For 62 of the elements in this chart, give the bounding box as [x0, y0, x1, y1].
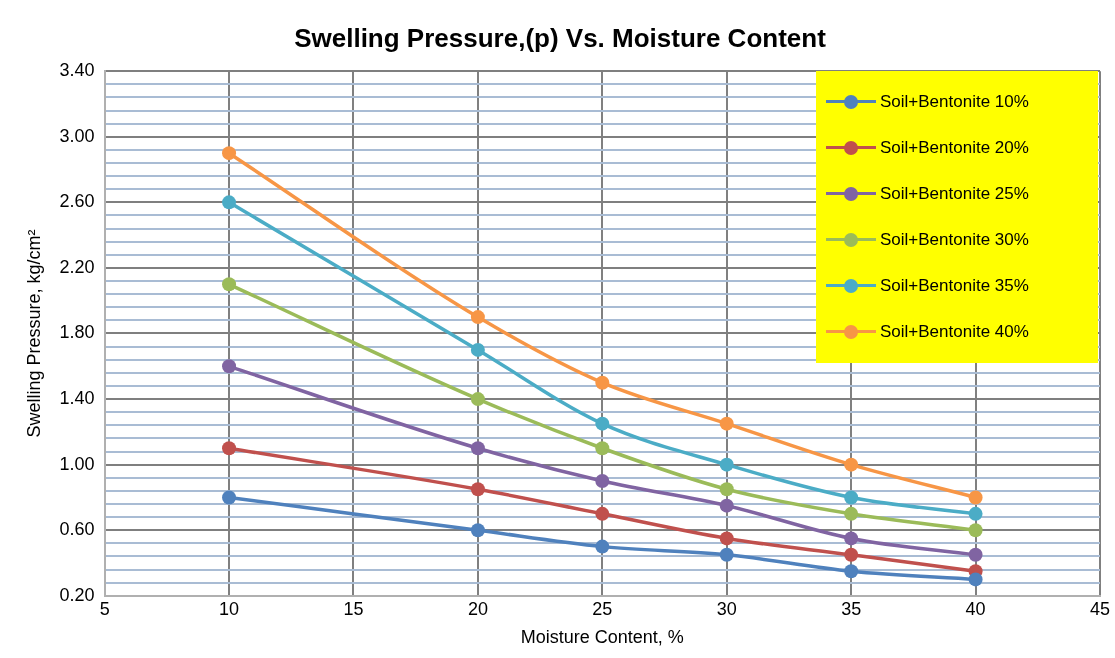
point: [595, 441, 610, 456]
y-axis-title: Swelling Pressure, kg/cm²: [23, 229, 44, 438]
point: [719, 416, 734, 431]
y-tick-label: 0.60: [59, 519, 95, 540]
x-tick-label: 20: [467, 598, 488, 619]
point: [844, 531, 859, 546]
point: [595, 474, 610, 489]
point: [968, 490, 983, 505]
point: [719, 498, 734, 513]
point: [968, 572, 983, 587]
point: [844, 547, 859, 562]
point: [470, 482, 485, 497]
point: [844, 490, 859, 505]
point: [222, 277, 237, 292]
legend-label: Soil+Bentonite 30%: [880, 230, 1029, 251]
point: [222, 195, 237, 210]
point: [222, 441, 237, 456]
point: [222, 359, 237, 374]
y-tick-label: 3.00: [59, 125, 95, 146]
point: [595, 539, 610, 554]
point: [968, 506, 983, 521]
legend-label: Soil+Bentonite 20%: [880, 138, 1029, 159]
point: [470, 392, 485, 407]
point: [595, 416, 610, 431]
point: [719, 482, 734, 497]
point: [719, 531, 734, 546]
point: [470, 310, 485, 325]
x-axis-title: Moisture Content, %: [520, 627, 684, 648]
x-tick-label: 10: [219, 598, 240, 619]
point: [595, 375, 610, 390]
x-tick-label: 45: [1089, 598, 1111, 619]
point: [719, 457, 734, 472]
legend-label: Soil+Bentonite 10%: [880, 92, 1029, 113]
y-tick-label: 1.80: [59, 322, 95, 343]
point: [968, 547, 983, 562]
point: [719, 547, 734, 562]
x-tick-label: 5: [99, 598, 110, 619]
x-tick-label: 40: [965, 598, 986, 619]
x-tick-label: 35: [841, 598, 862, 619]
x-tick-label: 30: [716, 598, 737, 619]
point: [968, 523, 983, 538]
y-tick-label: 3.40: [59, 60, 95, 81]
y-tick-label: 1.40: [59, 388, 95, 409]
legend-label: Soil+Bentonite 35%: [880, 276, 1029, 297]
point: [844, 506, 859, 521]
point: [222, 146, 237, 161]
point: [844, 457, 859, 472]
legend-label: Soil+Bentonite 40%: [880, 322, 1029, 343]
point: [470, 523, 485, 538]
x-tick-label: 25: [592, 598, 613, 619]
point: [222, 490, 237, 505]
point: [470, 342, 485, 357]
y-tick-label: 0.20: [59, 584, 95, 605]
point: [595, 506, 610, 521]
chart-title: Swelling Pressure,(p) Vs. Moisture Content: [294, 22, 827, 53]
point: [470, 441, 485, 456]
y-tick-label: 2.20: [59, 256, 95, 277]
y-tick-label: 2.60: [59, 191, 95, 212]
point: [844, 564, 859, 579]
x-tick-label: 15: [343, 598, 364, 619]
y-tick-label: 1.00: [59, 453, 95, 474]
legend-label: Soil+Bentonite 25%: [880, 184, 1029, 205]
